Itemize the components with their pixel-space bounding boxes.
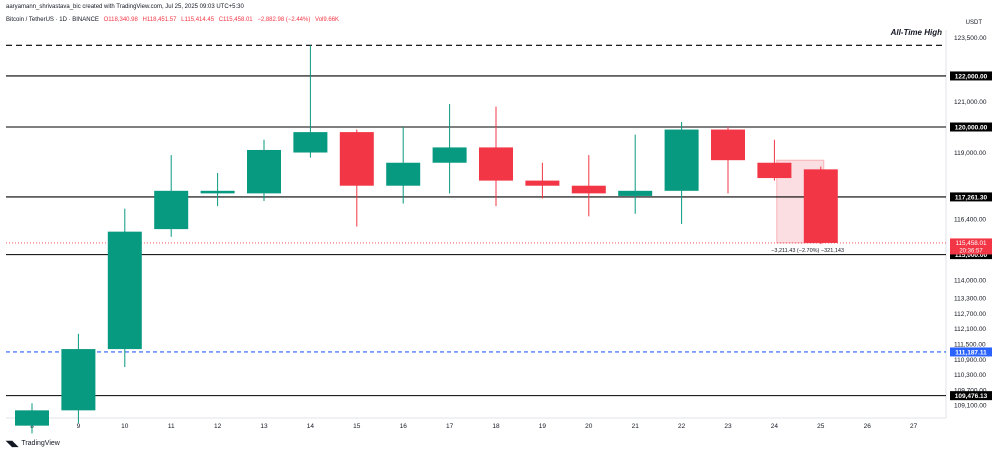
- price-tick-label: 110,300.00: [954, 372, 986, 379]
- candle-body: [61, 349, 96, 411]
- logo-text: TradingView: [21, 440, 60, 447]
- tradingview-logo-icon: ◥◣: [6, 439, 19, 448]
- price-tick-label: 112,700.00: [954, 311, 986, 318]
- candle-body: [107, 231, 142, 350]
- level-price-badge: [950, 122, 992, 132]
- time-tick-label: 23: [724, 423, 732, 430]
- candle-body: [15, 410, 49, 426]
- candle-body: [664, 129, 699, 191]
- time-tick-label: 21: [632, 423, 640, 430]
- measure-label: −3,211.43 (−2.70%) −321,143: [771, 248, 844, 254]
- countdown-label: 20:36:57: [959, 248, 983, 254]
- symbol-name[interactable]: Bitcoin / TetherUS · 1D · BINANCE: [6, 17, 99, 23]
- time-tick-label: 17: [446, 423, 454, 430]
- level-price-badge: [950, 250, 992, 260]
- low-value: L115,414.45: [181, 17, 215, 23]
- time-tick-label: 9: [77, 423, 81, 430]
- candle-body: [247, 149, 281, 194]
- price-tick-label: 109,100.00: [954, 403, 987, 410]
- price-tick-label: 110,900.00: [954, 357, 986, 364]
- level-price-label: 109,476.13: [955, 393, 988, 400]
- level-price-label: 111,187.11: [955, 349, 987, 356]
- time-tick-label: 12: [214, 423, 222, 430]
- time-tick-label: 25: [817, 423, 825, 430]
- open-value: O118,340.98: [103, 17, 138, 23]
- time-tick-label: 20: [585, 423, 593, 430]
- creator-credit: aaryamann_shrivastava_bic created with T…: [6, 4, 244, 10]
- level-price-label: 120,000.00: [955, 125, 988, 132]
- time-tick-label: 18: [492, 423, 500, 430]
- last-price-badge: [950, 238, 992, 255]
- level-price-label: 122,000.00: [955, 73, 988, 80]
- level-price-badge: [950, 192, 992, 202]
- price-tick-label: 116,400.00: [954, 216, 986, 223]
- change-value: −2,882.98 (−2.44%): [257, 17, 311, 23]
- price-tick-label: 113,300.00: [954, 296, 986, 303]
- close-value: C115,458.01: [218, 17, 253, 23]
- tradingview-logo[interactable]: ◥◣ TradingView: [6, 439, 60, 448]
- level-price-label: 115,000.00: [955, 252, 988, 259]
- price-tick-label: 123,500.00: [954, 35, 987, 42]
- volume-value: Vol9.66K: [315, 17, 340, 23]
- price-tick-label: 109,700.00: [954, 387, 987, 394]
- candle-body: [803, 169, 838, 243]
- level-price-badge: [950, 71, 992, 81]
- ath-label: All-Time High: [888, 28, 944, 37]
- symbol-legend: Bitcoin / TetherUS · 1D · BINANCE O118,3…: [6, 17, 342, 23]
- candle-body: [386, 162, 421, 186]
- time-tick-label: 26: [864, 423, 872, 430]
- level-price-badge: [950, 391, 992, 401]
- high-value: H118,451.57: [142, 17, 177, 23]
- price-tick-label: 112,100.00: [954, 326, 986, 333]
- candle-body: [479, 147, 513, 181]
- price-tick-label: 119,000.00: [954, 150, 986, 157]
- time-tick-label: 10: [121, 423, 129, 430]
- candle-body: [432, 147, 467, 163]
- last-price-label: 115,458.01: [955, 240, 987, 247]
- candle-body: [571, 185, 606, 194]
- time-tick-label: 13: [260, 423, 268, 430]
- time-tick-label: 24: [771, 423, 779, 430]
- currency-label[interactable]: USDT: [965, 20, 982, 26]
- time-tick-label: 14: [307, 423, 315, 430]
- time-tick-label: 19: [539, 423, 547, 430]
- level-price-label: 117,261.30: [955, 194, 988, 201]
- price-tick-label: 111,500.00: [954, 341, 986, 348]
- candle-body: [200, 190, 235, 194]
- candle-body: [711, 129, 745, 161]
- price-tick-label: 121,000.00: [954, 99, 987, 106]
- time-tick-label: 16: [400, 423, 408, 430]
- time-tick-label: 15: [353, 423, 361, 430]
- time-tick-label: 27: [910, 423, 918, 430]
- candle-body: [525, 180, 560, 186]
- level-price-badge: [950, 347, 992, 357]
- candle-body: [757, 162, 792, 179]
- candle-body: [293, 132, 328, 153]
- time-tick-label: 11: [168, 423, 175, 430]
- candle-body: [339, 132, 374, 186]
- price-tick-label: 114,000.00: [954, 278, 986, 285]
- time-tick-label: 22: [678, 423, 686, 430]
- candle-body: [154, 190, 189, 230]
- candle-body: [618, 190, 653, 196]
